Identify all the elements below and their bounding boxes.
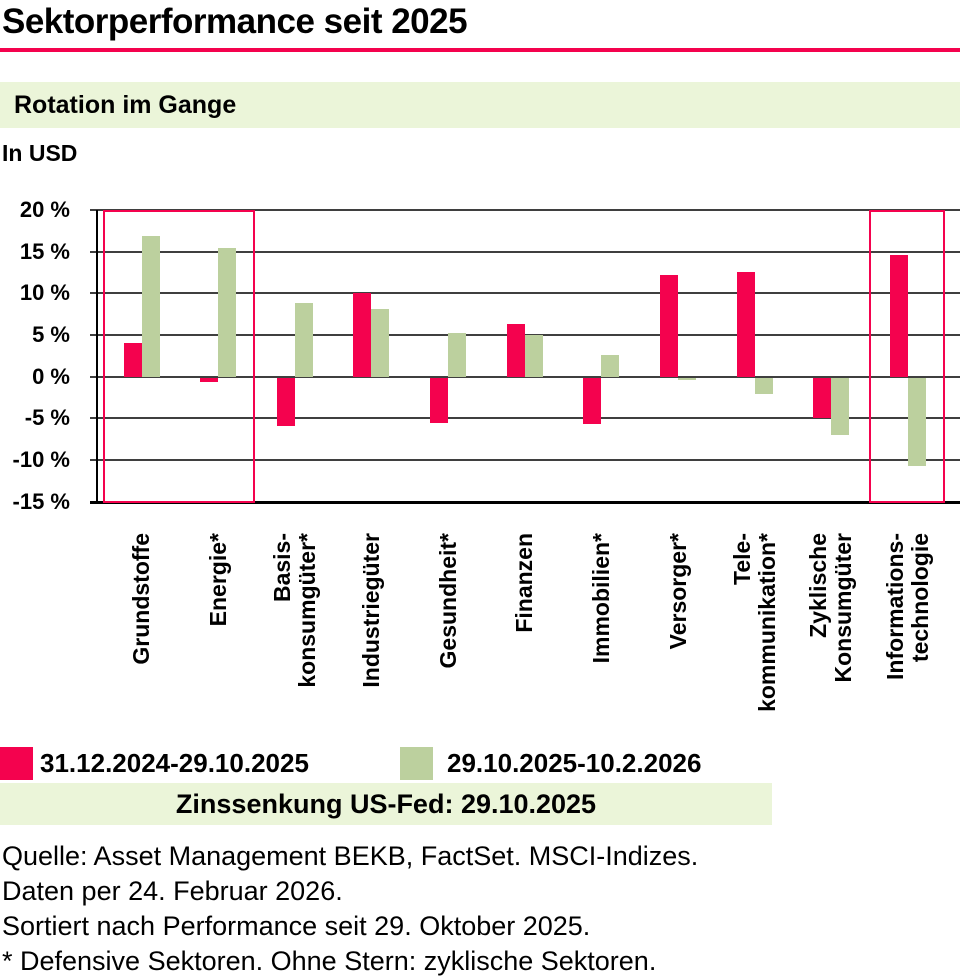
footnote-defensive: * Defensive Sektoren. Ohne Stern: zyklis… bbox=[2, 946, 657, 976]
bar bbox=[218, 248, 237, 377]
legend-label: 29.10.2025-10.2.2026 bbox=[447, 748, 702, 778]
y-axis-label: 20 % bbox=[19, 197, 70, 222]
bar bbox=[294, 302, 313, 377]
footnote-source: Quelle: Asset Management BEKB, FactSet. … bbox=[2, 841, 699, 871]
x-axis-label-line: Immobilien* bbox=[587, 533, 614, 664]
gridline bbox=[90, 250, 960, 253]
bar bbox=[353, 293, 372, 377]
x-axis-label: Grundstoffe bbox=[128, 533, 154, 743]
bar bbox=[141, 235, 160, 377]
bar bbox=[736, 271, 755, 377]
x-axis-label-line: Energie* bbox=[204, 533, 231, 627]
highlight-rect bbox=[102, 210, 256, 503]
x-axis-label-line: Finanzen bbox=[511, 533, 538, 633]
x-axis-label: Versorger* bbox=[664, 533, 691, 743]
y-axis-label: 0 % bbox=[32, 363, 70, 389]
x-axis-label-line: Versorger* bbox=[664, 533, 691, 650]
y-axis-label: -15 % bbox=[12, 488, 70, 514]
gridline bbox=[90, 417, 960, 420]
legend-label: 31.12.2024-29.10.2025 bbox=[40, 748, 309, 778]
bar bbox=[430, 377, 449, 423]
title-divider bbox=[0, 48, 960, 52]
bar bbox=[678, 377, 697, 381]
y-axis-label: -10 % bbox=[12, 447, 70, 473]
bar bbox=[813, 377, 832, 418]
x-axis-label-line: Industriegüter bbox=[357, 533, 384, 688]
y-axis-label: 15 % bbox=[19, 238, 70, 264]
highlight-rect bbox=[869, 210, 945, 503]
fed-note-banner: Zinssenkung US-Fed: 29.10.2025 bbox=[0, 783, 772, 825]
bar bbox=[524, 335, 543, 377]
bar bbox=[371, 309, 390, 377]
bar bbox=[583, 377, 602, 424]
x-axis-label-line: Konsumgüter bbox=[830, 533, 857, 683]
x-axis-label-line: Gesundheit* bbox=[434, 533, 461, 669]
bar bbox=[908, 377, 926, 466]
x-axis-label-line: konsumgüter* bbox=[293, 533, 320, 688]
x-axis-label-line: Grundstoffe bbox=[128, 533, 154, 665]
bar bbox=[754, 377, 773, 394]
x-axis-label: Gesundheit* bbox=[434, 533, 461, 743]
bar bbox=[276, 377, 295, 426]
fed-note-text: Zinssenkung US-Fed: 29.10.2025 bbox=[175, 789, 597, 819]
page-title: Sektorperformance seit 2025 bbox=[2, 2, 468, 41]
footnote-sorting: Sortiert nach Performance seit 29. Oktob… bbox=[2, 911, 591, 941]
x-axis-label: Finanzen bbox=[511, 533, 538, 743]
footnote-date: Daten per 24. Februar 2026. bbox=[2, 876, 343, 906]
subtitle-banner: Rotation im Gange bbox=[0, 82, 960, 128]
x-axis-label: Basis-konsumgüter* bbox=[268, 533, 320, 743]
bar-chart: 20 % 15 % 10 % 5 % 0 % -5 % -10 % -15 % Grundsto… bbox=[12, 197, 960, 743]
chart-legend: 31.12.2024-29.10.2025 29.10.2025-10.2.202… bbox=[0, 746, 960, 782]
x-axis-label: Zyklische Konsumgüter bbox=[805, 533, 857, 743]
y-axis-label: -5 % bbox=[24, 405, 70, 431]
bar bbox=[831, 377, 850, 436]
bar bbox=[448, 332, 467, 377]
x-axis-label: Informations-technologie bbox=[882, 533, 933, 743]
gridline bbox=[90, 375, 960, 378]
bar bbox=[660, 275, 679, 377]
x-axis-label-line: Basis- bbox=[268, 533, 295, 603]
bar bbox=[123, 342, 142, 377]
bar bbox=[601, 355, 620, 377]
x-axis-label-line: Informations- bbox=[882, 533, 908, 680]
currency-label: In USD bbox=[2, 140, 78, 166]
subtitle-text: Rotation im Gange bbox=[14, 91, 237, 119]
bar bbox=[506, 324, 525, 377]
footnotes: Quelle: Asset Management BEKB, FactSet. … bbox=[2, 839, 958, 976]
gridline bbox=[90, 209, 960, 211]
x-axis-label-line: Zyklische bbox=[805, 533, 832, 638]
legend-swatch bbox=[400, 747, 433, 780]
x-axis-label-line: kommunikation* bbox=[753, 533, 780, 712]
x-axis-label: Industriegüter bbox=[357, 533, 384, 743]
x-axis-label: Energie* bbox=[204, 533, 231, 743]
x-axis-label-line: Tele- bbox=[728, 533, 755, 585]
gridline bbox=[90, 500, 960, 504]
bar bbox=[890, 255, 908, 377]
y-axis-label: 10 % bbox=[19, 280, 70, 306]
y-axis-line bbox=[96, 210, 98, 504]
gridline bbox=[90, 459, 960, 462]
y-axis-label: 5 % bbox=[32, 322, 70, 347]
bar bbox=[200, 377, 219, 382]
x-axis-label-line: technologie bbox=[907, 533, 933, 663]
x-axis-label: Immobilien* bbox=[587, 533, 614, 743]
x-axis-label: Tele-kommunikation* bbox=[728, 533, 780, 743]
legend-swatch bbox=[0, 747, 33, 780]
gridline bbox=[90, 292, 960, 295]
